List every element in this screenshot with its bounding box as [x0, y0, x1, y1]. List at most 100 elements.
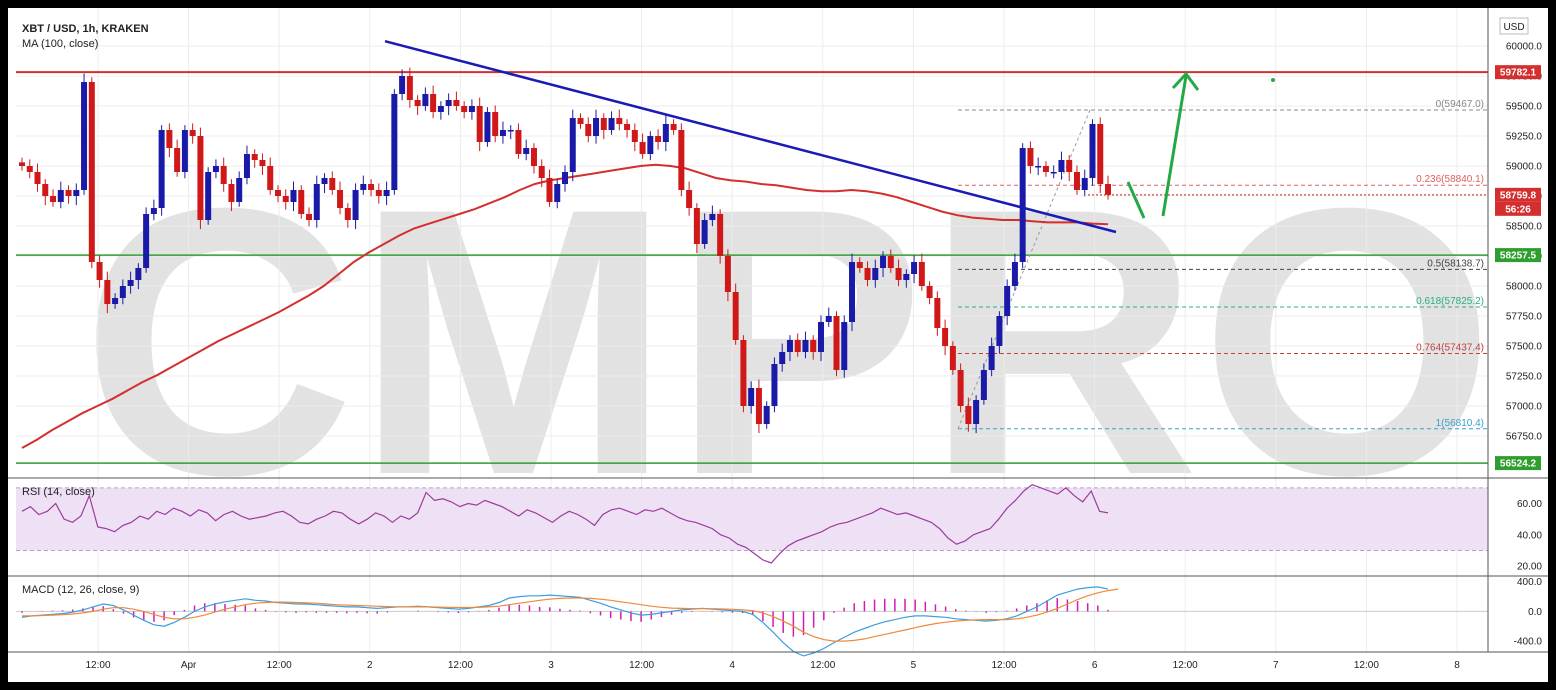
candle-body [686, 190, 693, 208]
candle-body [841, 322, 848, 370]
price-tag [1495, 248, 1541, 263]
time-tick-label: Apr [181, 660, 197, 671]
candle-body [918, 262, 925, 286]
candle-body [236, 178, 243, 202]
candle-body [422, 94, 429, 106]
macd-tick-label: 0.0 [1528, 607, 1542, 618]
price-tick-label: 59000.0 [1506, 162, 1543, 173]
time-tick-label: 3 [548, 660, 554, 671]
candle-body [399, 76, 406, 94]
candle-body [701, 220, 708, 244]
candle-body [895, 268, 902, 280]
currency-badge-label: USD [1503, 22, 1524, 33]
time-tick-label: 12:00 [629, 660, 654, 671]
currency-badge[interactable] [1499, 17, 1529, 35]
candle-body [267, 166, 274, 190]
candle-body [926, 286, 933, 298]
macd-line [21, 586, 1109, 657]
candle-body [321, 178, 328, 184]
candle-body [259, 160, 266, 166]
candle-body [779, 352, 786, 364]
candle-body [631, 130, 638, 142]
rsi-tick-label: 60.00 [1517, 499, 1542, 510]
price-tick-label: 57500.0 [1506, 342, 1543, 353]
candle-body [763, 406, 770, 424]
candle-body [391, 94, 398, 190]
candle-body [181, 130, 188, 172]
marker-dot [1271, 78, 1275, 82]
candle-body [313, 184, 320, 220]
candle-body [1004, 286, 1011, 316]
time-tick-label: 12:00 [1173, 660, 1198, 671]
projection-up-arrow [1161, 75, 1188, 217]
candle-body [135, 268, 142, 280]
time-tick-label: 8 [1454, 660, 1460, 671]
fib-level-label: 0(59467.0) [1436, 99, 1484, 110]
candle-body [205, 172, 212, 220]
macd-legend: MACD (12, 26, close, 9) [22, 584, 139, 596]
time-tick-label: 12:00 [810, 660, 835, 671]
candle-body [143, 214, 150, 268]
candle-body [484, 112, 491, 142]
candle-body [445, 100, 452, 106]
candle-body [1089, 124, 1096, 178]
candle-body [523, 148, 530, 154]
price-tag [1495, 65, 1541, 80]
candle-body [569, 118, 576, 172]
candle-body [786, 340, 793, 352]
candle-body [903, 274, 910, 280]
candle-body [329, 178, 336, 190]
candle-body [189, 130, 196, 136]
candle-body [833, 316, 840, 370]
candle-body [748, 388, 755, 406]
time-tick-label: 5 [911, 660, 917, 671]
candle-body [414, 100, 421, 106]
candle-body [887, 256, 894, 268]
candle-body [352, 190, 359, 220]
price-tag [1495, 456, 1541, 471]
fib-level-label: 1(56810.4) [1436, 418, 1484, 429]
candle-body [1058, 160, 1065, 172]
candle-body [1019, 148, 1026, 262]
candle-body [810, 340, 817, 352]
candle-body [1105, 184, 1111, 195]
time-tick-label: 7 [1273, 660, 1279, 671]
price-tag-label: 56:26 [1505, 204, 1531, 215]
candle-body [693, 208, 700, 244]
candle-body [949, 346, 956, 370]
price-tag-label: 59782.1 [1500, 68, 1537, 79]
candle-body [492, 112, 499, 136]
candle-body [290, 190, 297, 202]
candle-body [942, 328, 949, 346]
candle-body [515, 130, 522, 154]
time-tick-label: 6 [1092, 660, 1098, 671]
candle-body [251, 154, 258, 160]
descending-trendline [384, 39, 1117, 234]
rsi-line [21, 484, 1109, 564]
candle-body [430, 94, 437, 112]
candle-body [678, 130, 685, 190]
candle-body [771, 364, 778, 406]
candle-body [872, 268, 879, 280]
candle-body [344, 208, 351, 220]
price-tag [1495, 187, 1541, 202]
candle-body [499, 130, 506, 136]
time-tick-label: 4 [729, 660, 735, 671]
candle-body [600, 118, 607, 130]
candle-body [212, 166, 219, 172]
candle-body [856, 262, 863, 268]
candle-body [980, 370, 987, 400]
candle-body [825, 316, 832, 322]
time-tick-label: 12:00 [267, 660, 292, 671]
candle-body [104, 280, 111, 304]
projection-dip-arrow [1126, 181, 1146, 219]
candle-body [166, 130, 173, 148]
candle-body [717, 214, 724, 256]
candle-body [406, 76, 413, 100]
candle-body [817, 322, 824, 352]
price-tag-label: 58257.5 [1500, 251, 1537, 262]
candle-body [1011, 262, 1018, 286]
candle-body [1027, 148, 1034, 166]
price-chart[interactable]: CMPRO 0(59467.0)0.236(58840.1)0.5(58138.… [8, 8, 1548, 682]
time-tick-label: 12:00 [448, 660, 473, 671]
